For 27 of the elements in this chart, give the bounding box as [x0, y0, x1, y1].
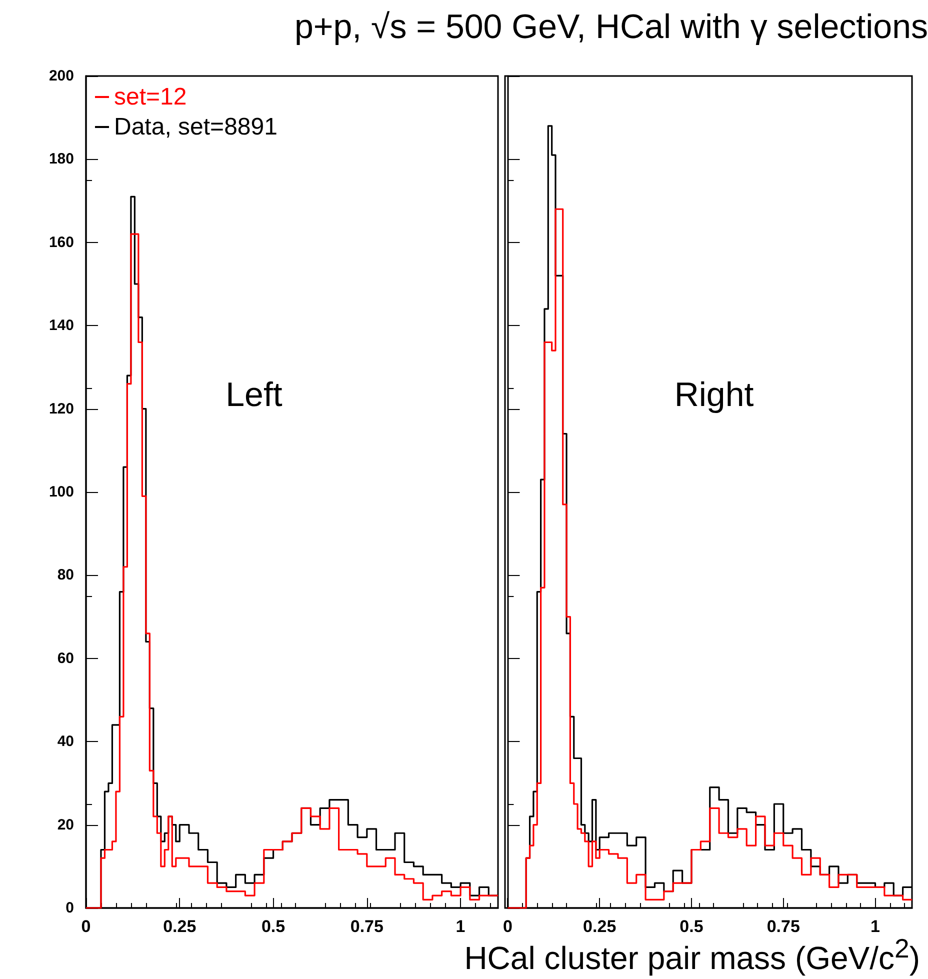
y-tick-label: 160 [48, 234, 74, 251]
x-tick-label: 0.75 [350, 917, 384, 936]
x-tick-label: 0.25 [583, 917, 616, 936]
x-tick-label: 0.5 [680, 917, 704, 936]
x-tick-label: 1 [870, 917, 880, 936]
x-tick-label: 0 [502, 917, 512, 936]
y-tick-label: 120 [48, 400, 74, 418]
y-tick-label: 60 [57, 650, 74, 667]
legend-label: set=12 [114, 84, 187, 110]
legend-label: Data, set=8891 [114, 114, 278, 140]
y-tick-label: 180 [48, 150, 74, 168]
x-tick-label: 0 [81, 917, 91, 936]
x-tick-label: 0.5 [261, 917, 286, 936]
x-tick-label: 0.75 [766, 917, 800, 936]
y-tick-label: 20 [57, 816, 74, 834]
y-tick-label: 100 [48, 484, 74, 500]
x-axis-title: HCal cluster pair mass (GeV/c$^{2}$) [464, 933, 920, 976]
annotation: Right [674, 376, 754, 414]
y-tick-label: 140 [48, 317, 74, 334]
x-tick-label: 0.25 [163, 917, 196, 936]
x-tick-label: 1 [456, 917, 466, 936]
y-tick-label: 40 [57, 733, 74, 750]
annotation: Left [226, 376, 283, 414]
y-tick-label: 200 [48, 68, 74, 84]
y-tick-label: 80 [57, 566, 74, 584]
y-tick-label: 0 [66, 900, 74, 916]
text: p+p, √s = 500 GeV, HCal with γ selections [294, 8, 928, 46]
